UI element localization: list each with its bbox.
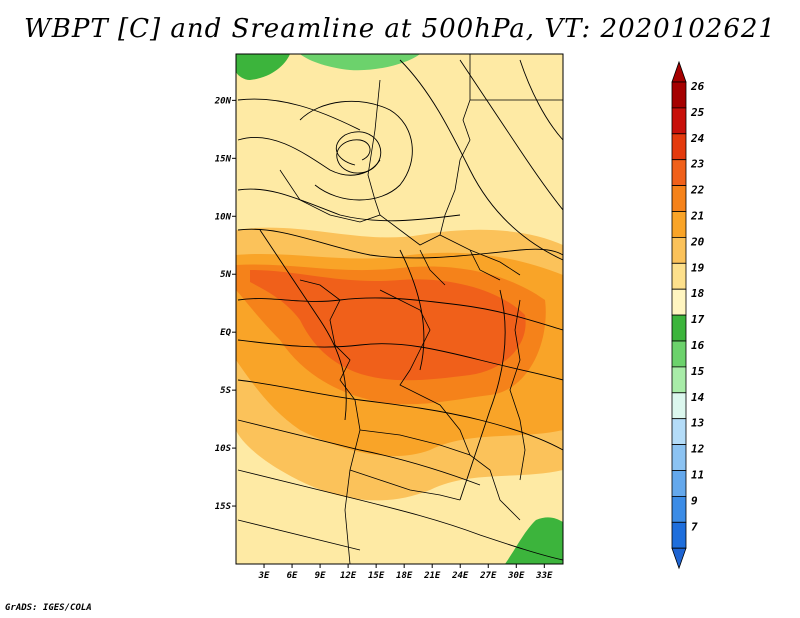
colorbar-swatch bbox=[671, 392, 687, 420]
colorbar-label: 25 bbox=[690, 106, 705, 119]
colorbar-swatch bbox=[671, 495, 687, 523]
colorbar-swatch bbox=[671, 366, 687, 394]
x-tick-label: 3E bbox=[258, 571, 270, 581]
colorbar-swatch bbox=[671, 418, 687, 446]
colorbar-label: 20 bbox=[690, 235, 705, 248]
colorbar-label: 23 bbox=[690, 158, 705, 171]
x-tick-label: 18E bbox=[396, 571, 413, 581]
x-tick-label: 30E bbox=[507, 571, 525, 581]
colorbar-swatch bbox=[671, 340, 687, 368]
colorbar-swatch bbox=[671, 133, 687, 161]
y-tick-label: 10S bbox=[215, 444, 232, 454]
y-tick-label: 5S bbox=[220, 386, 231, 396]
colorbar-swatch bbox=[671, 444, 687, 471]
colorbar-label: 22 bbox=[690, 184, 705, 197]
colorbar-label: 12 bbox=[691, 443, 705, 456]
colorbar-swatch bbox=[671, 470, 687, 497]
colorbar-swatch bbox=[671, 185, 687, 212]
x-tick-label: 33E bbox=[535, 571, 553, 581]
y-tick-label: 20N bbox=[214, 96, 232, 106]
credit-label: GrADS: IGES/COLA bbox=[5, 603, 92, 613]
colorbar-swatch bbox=[671, 262, 687, 290]
map-frame bbox=[235, 53, 564, 565]
colorbar-top-arrow bbox=[671, 60, 687, 83]
y-axis: 20N 15N 10N 5N EQ 5S 10S 15S bbox=[214, 96, 236, 512]
x-tick-label: 12E bbox=[340, 571, 357, 581]
colorbar-swatch bbox=[671, 81, 687, 109]
colorbar-swatch bbox=[671, 236, 687, 264]
colorbar-label: 18 bbox=[691, 287, 705, 300]
colorbar-label: 21 bbox=[690, 210, 704, 223]
x-tick-label: 21E bbox=[423, 571, 441, 581]
y-tick-label: 5N bbox=[220, 270, 231, 280]
colorbar-label: 9 bbox=[691, 494, 698, 507]
x-axis: 3E 6E 9E 12E 15E 18E 21E 24E 27E 30E 33E bbox=[258, 564, 553, 581]
colorbar-label: 7 bbox=[691, 520, 698, 533]
x-tick-label: 27E bbox=[479, 571, 497, 581]
x-tick-label: 6E bbox=[287, 571, 298, 581]
colorbar-bottom-arrow bbox=[671, 547, 687, 570]
map-panel bbox=[236, 54, 563, 564]
colorbar-swatch bbox=[671, 159, 687, 186]
colorbar-swatch bbox=[671, 314, 687, 342]
y-tick-label: 15S bbox=[215, 502, 232, 512]
colorbar-swatch bbox=[671, 211, 687, 238]
colorbar-label: 14 bbox=[691, 391, 705, 404]
x-tick-label: 24E bbox=[451, 571, 469, 581]
colorbar-swatch bbox=[671, 288, 687, 316]
colorbar: 26 25 24 23 22 21 20 19 18 17 16 15 14 13 12 11 9 7 bbox=[671, 60, 705, 570]
colorbar-label: 24 bbox=[690, 132, 705, 145]
colorbar-label: 26 bbox=[690, 80, 705, 93]
y-tick-label: EQ bbox=[220, 328, 231, 338]
colorbar-label: 16 bbox=[691, 339, 705, 352]
colorbar-label: 17 bbox=[691, 313, 705, 326]
colorbar-label: 13 bbox=[691, 417, 705, 430]
x-tick-label: 15E bbox=[368, 571, 385, 581]
map-title: WBPT [C] and Sreamline at 500hPa, VT: 20… bbox=[24, 14, 776, 44]
x-tick-label: 9E bbox=[315, 571, 326, 581]
y-tick-label: 10N bbox=[215, 212, 232, 222]
colorbar-label: 15 bbox=[691, 365, 705, 378]
colorbar-label: 19 bbox=[691, 261, 705, 274]
colorbar-swatch bbox=[671, 107, 687, 135]
colorbar-swatch bbox=[671, 521, 687, 549]
y-tick-label: 15N bbox=[215, 154, 232, 164]
streamlines bbox=[237, 59, 563, 561]
colorbar-label: 11 bbox=[691, 469, 704, 482]
country-borders bbox=[279, 54, 563, 564]
